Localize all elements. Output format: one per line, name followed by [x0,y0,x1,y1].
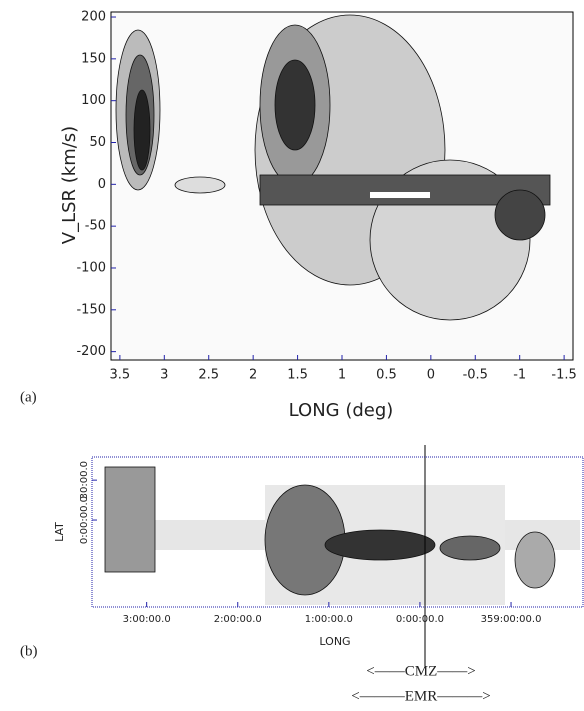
y-tick-label: 0:00:00.0 [79,496,90,544]
x-tick-label: 1:00:00.0 [305,614,353,625]
panel-label: (a) [20,389,37,405]
contour [370,192,430,198]
contour [514,531,556,589]
x-axis-label: LONG [319,635,350,648]
contour [274,59,316,151]
x-axis-label: LONG (deg) [289,400,394,421]
x-tick-label: 3.5 [110,368,131,383]
x-tick-label: 0.5 [376,368,397,383]
x-tick-label: 1.5 [287,368,308,383]
y-tick-label: 100 [81,93,106,108]
y-axis-label: V_LSR (km/s) [59,126,80,244]
y-tick-label: 50 [89,135,106,150]
contour [104,466,156,573]
y-axis-label: LAT [53,522,66,542]
panel-label: (b) [20,643,38,659]
annotation: <———EMR———> [351,688,490,704]
y-tick-label: -200 [76,344,106,359]
contour [174,176,226,194]
x-tick-label: 1 [338,368,346,383]
annotation: <——CMZ——> [366,663,475,679]
contour-field-a [112,13,572,359]
x-tick-label: -1 [513,368,526,383]
y-tick-label: -50 [85,219,106,234]
x-tick-label: 0 [427,368,435,383]
x-tick-label: -1.5 [551,368,576,383]
x-tick-label: 2 [249,368,257,383]
contour [439,535,501,561]
y-tick-label: 200 [81,10,106,25]
y-tick-label: 30:00.0 [79,461,90,499]
x-tick-label: 3 [160,368,168,383]
x-tick-label: 2:00:00.0 [214,614,262,625]
contour [324,529,436,561]
x-tick-label: -0.5 [463,368,488,383]
x-tick-label: 3:00:00.0 [123,614,171,625]
y-tick-label: 0 [98,177,106,192]
x-tick-label: 0:00:00.0 [396,614,444,625]
plot-frame [91,456,584,608]
contour-field-b [104,466,580,605]
y-tick-label: 150 [81,51,106,66]
y-tick-label: -150 [76,302,106,317]
x-tick-label: 2.5 [198,368,219,383]
x-tick-label: 359:00:00.0 [481,614,542,625]
contour [133,89,151,171]
y-tick-label: -100 [76,260,106,275]
contour [494,189,546,241]
